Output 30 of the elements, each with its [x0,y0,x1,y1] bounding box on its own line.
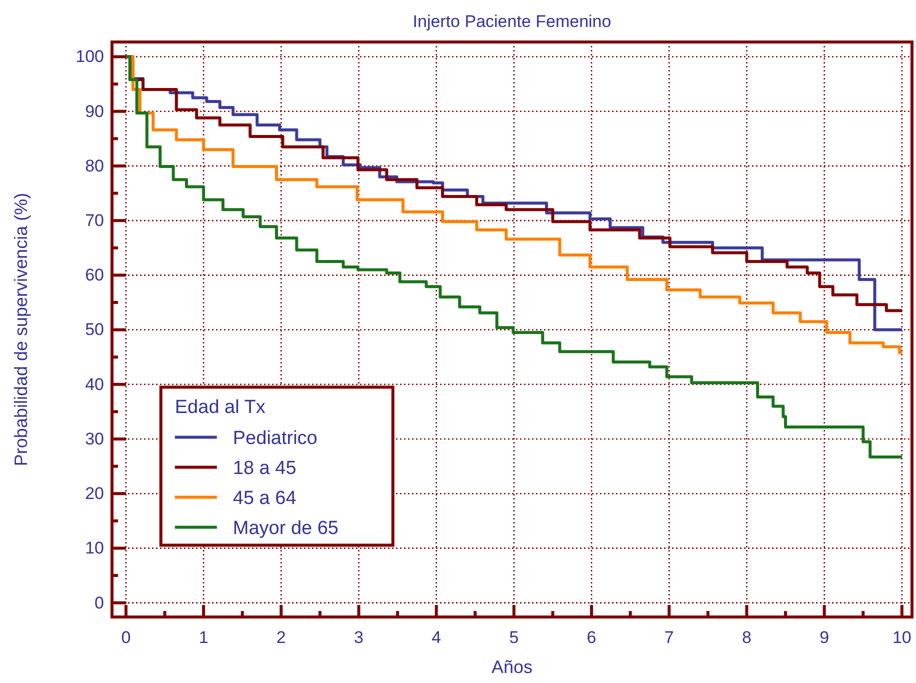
y-tick-label: 30 [85,429,104,448]
x-tick-label: 10 [892,628,912,648]
legend-label: 45 a 64 [232,488,297,510]
y-tick-label: 50 [85,320,104,340]
y-tick-label: 90 [85,102,104,121]
y-tick-label: 80 [85,156,104,176]
x-tick-label: 5 [509,628,519,648]
x-tick-label: 7 [664,628,674,648]
legend-label: 18 a 45 [232,458,296,480]
y-tick-label: 60 [85,266,104,285]
legend-label: Pediatrico [232,428,318,450]
y-tick-label: 40 [85,374,104,394]
x-tick-label: 2 [276,628,286,648]
x-tick-label: 9 [820,628,830,648]
legend-title: Edad al Tx [174,397,266,418]
x-tick-label: 4 [432,628,442,648]
legend-label: Mayor de 65 [232,518,339,540]
x-tick-label: 3 [354,628,364,648]
y-tick-label: 0 [94,593,104,612]
y-tick-label: 20 [85,484,104,504]
x-tick-label: 1 [198,628,208,648]
x-tick-label: 6 [586,628,596,648]
x-axis-title: Años [491,657,533,677]
y-axis-title: Probabilidad de supervivencia (%) [11,192,31,466]
x-tick-label: 8 [742,628,752,648]
chart-title: Injerto Paciente Femenino [412,12,612,31]
y-tick-label: 10 [85,538,104,558]
x-tick-label: 0 [121,628,131,648]
y-tick-label: 100 [76,47,104,66]
y-tick-label: 70 [85,211,104,230]
